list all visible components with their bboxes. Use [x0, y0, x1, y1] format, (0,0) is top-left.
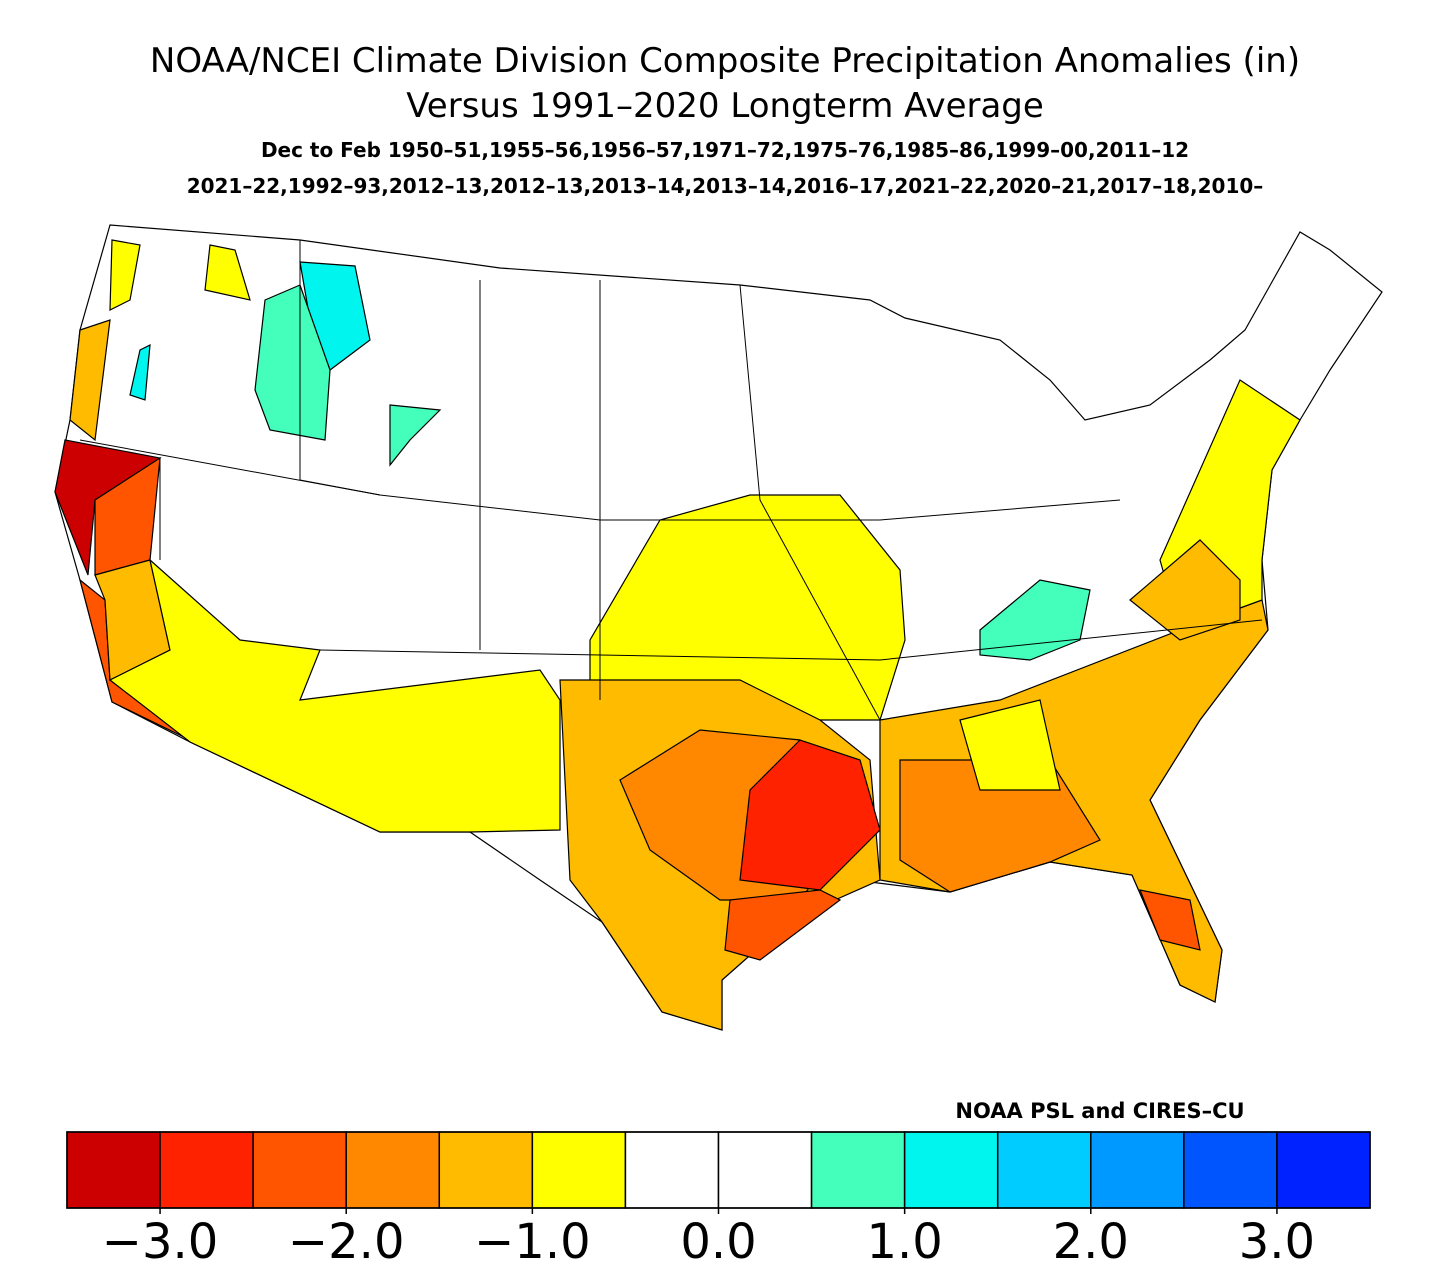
region — [389, 404, 442, 467]
colorbar-box — [996, 1131, 1092, 1209]
colorbar-box — [159, 1131, 254, 1209]
us-map — [54, 224, 1383, 1031]
region — [109, 239, 141, 311]
region — [724, 889, 842, 961]
region — [979, 579, 1091, 661]
colorbar-tick-label: 0.0 — [680, 1214, 756, 1270]
colorbar-box — [66, 1131, 161, 1209]
region — [108, 558, 561, 833]
state-line — [319, 619, 1263, 661]
credit: NOAA PSL and CIRES–CU — [955, 1099, 1244, 1123]
colorbar-tick-label: −1.0 — [474, 1214, 591, 1270]
subtitle-line: Dec to Feb 1950–51,1955–56,1956–57,1971–… — [261, 138, 1189, 162]
colorbar-box — [345, 1131, 441, 1209]
region — [959, 699, 1061, 791]
state-line — [739, 284, 881, 721]
region — [69, 319, 111, 442]
region — [1139, 889, 1201, 951]
colorbar-box — [1276, 1131, 1371, 1209]
colorbar-tick-label: −2.0 — [288, 1214, 405, 1270]
colorbar-box — [1090, 1131, 1185, 1209]
region — [1129, 539, 1241, 641]
subtitle-line: 2021–22,1992–93,2012–13,2012–13,2013–14,… — [187, 174, 1264, 198]
colorbar-tick-label: 3.0 — [1239, 1214, 1315, 1270]
colorbar-box — [252, 1131, 347, 1209]
region — [204, 244, 251, 301]
colorbar-box — [903, 1131, 999, 1209]
colorbar-box — [624, 1131, 720, 1209]
colorbar-box — [438, 1131, 534, 1209]
colorbar-box — [717, 1131, 813, 1209]
colorbar-tick-label: 2.0 — [1053, 1214, 1129, 1270]
colorbar-box — [1183, 1131, 1278, 1209]
title-line: Versus 1991–2020 Longterm Average — [406, 86, 1044, 126]
title-line: NOAA/NCEI Climate Division Composite Pre… — [150, 41, 1300, 81]
colorbar-box — [531, 1131, 627, 1209]
colorbar-tick-label: −3.0 — [102, 1214, 219, 1270]
colorbar: −3.0 −2.0 −1.0 0.0 1.0 2.0 3.0 — [66, 1131, 1371, 1270]
colorbar-box — [810, 1131, 906, 1209]
region — [54, 439, 162, 576]
state-line — [299, 240, 381, 496]
region — [129, 343, 151, 401]
colorbar-tick-label: 1.0 — [866, 1214, 942, 1270]
